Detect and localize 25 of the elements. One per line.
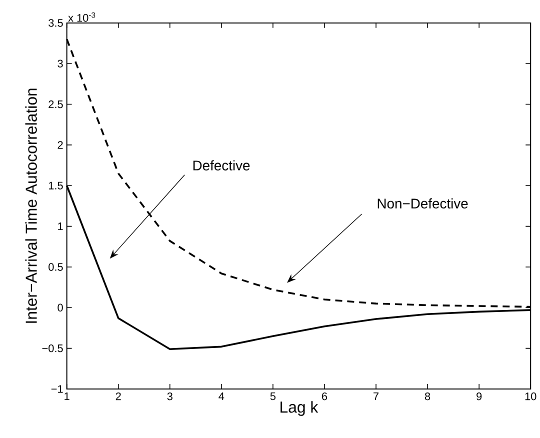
x-tick-label: 10 bbox=[525, 392, 536, 400]
annotation: Defective bbox=[193, 160, 250, 171]
annotation: Non−Defective bbox=[378, 198, 468, 209]
y-axis-title: Inter−Arrival Time Autocorrelation bbox=[25, 88, 37, 323]
y-tick-label: 3.5 bbox=[48, 19, 63, 27]
x-tick-label: 3 bbox=[167, 392, 172, 400]
y-tick-label: 0.5 bbox=[48, 263, 63, 271]
y-tick-label: 1.5 bbox=[48, 182, 63, 190]
y-tick-label: 2 bbox=[58, 141, 63, 149]
x-tick-label: 4 bbox=[218, 392, 224, 400]
x-axis-title: Lag k bbox=[280, 401, 318, 416]
y-tick-label: 2.5 bbox=[48, 100, 63, 108]
x-tick-label: 2 bbox=[116, 392, 121, 400]
x-tick-label: 8 bbox=[424, 392, 430, 400]
x-tick-label: 6 bbox=[322, 392, 328, 400]
y-tick-label: −0.5 bbox=[42, 344, 63, 352]
y-tick-label: −1 bbox=[51, 385, 63, 393]
x-tick-label: 5 bbox=[270, 392, 276, 400]
x-tick-label: 1 bbox=[64, 392, 70, 400]
x-tick-label: 9 bbox=[476, 392, 482, 400]
y-tick-label: 3 bbox=[58, 60, 63, 68]
y-tick-label: 1 bbox=[58, 222, 63, 230]
y-tick-label: 0 bbox=[58, 304, 63, 312]
x-tick-label: 7 bbox=[374, 392, 379, 400]
text: x 10$^{-3}$ bbox=[68, 12, 96, 22]
